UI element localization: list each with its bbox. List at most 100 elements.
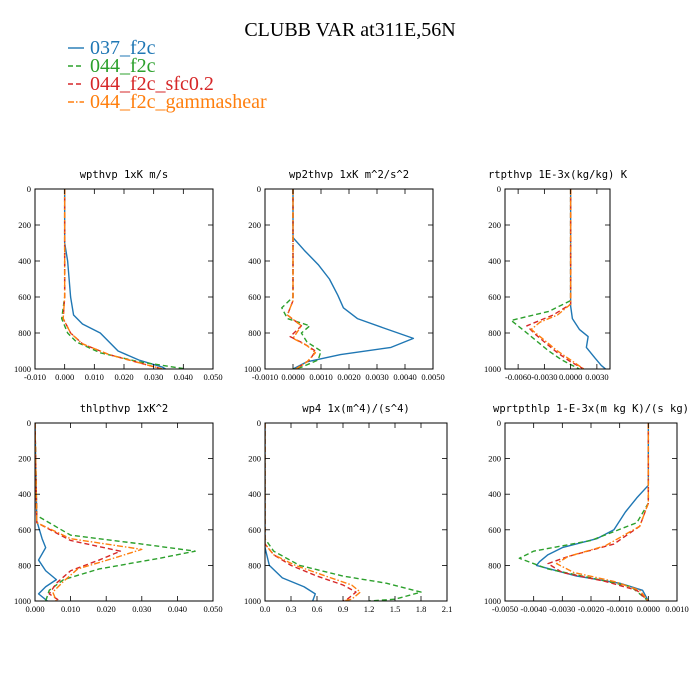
y-tick-label: 1000 bbox=[484, 596, 501, 606]
y-tick-label: 200 bbox=[18, 454, 31, 464]
y-tick-label: 0 bbox=[27, 184, 31, 194]
y-tick-label: 1000 bbox=[244, 596, 261, 606]
y-tick-label: 400 bbox=[488, 256, 501, 266]
y-tick-label: 200 bbox=[488, 454, 501, 464]
panels: wpthvp 1xK m/s-0.010 0.000 0.010 0.020 0.030… bbox=[14, 169, 689, 614]
series-line bbox=[530, 189, 585, 369]
series-line bbox=[35, 423, 58, 601]
y-tick-label: 400 bbox=[488, 489, 501, 499]
x-tick-label: 0.040 bbox=[168, 604, 187, 614]
y-tick-label: 800 bbox=[248, 560, 261, 570]
y-tick-label: 800 bbox=[488, 560, 501, 570]
plot-frame bbox=[34, 422, 214, 602]
chart-panel: wpthvp 1xK m/s -0.010 0.000 0.010 0.020 0.030… bbox=[14, 169, 223, 382]
y-tick-label: 1000 bbox=[14, 364, 31, 374]
legend-item: 037_f2c bbox=[68, 37, 156, 59]
x-tick-label: -0.0050 bbox=[492, 604, 518, 614]
series-line bbox=[292, 189, 415, 369]
x-tick-label: 0.0030 bbox=[365, 372, 388, 382]
panel-title: thlpthvp 1xK^2 bbox=[80, 403, 169, 415]
y-tick-label: 200 bbox=[248, 454, 261, 464]
x-tick-label: 0.3 bbox=[286, 604, 297, 614]
y-tick-label: 1000 bbox=[244, 364, 261, 374]
y-tick-label: 600 bbox=[488, 525, 501, 535]
legend-item: 044_f2c_sfc0.2 bbox=[68, 73, 214, 95]
legend-label: 044_f2c_gammashear bbox=[90, 91, 267, 113]
x-tick-label: 0.0030 bbox=[585, 372, 608, 382]
y-tick-label: 200 bbox=[248, 220, 261, 230]
y-tick-label: 1000 bbox=[14, 596, 31, 606]
plot-frame bbox=[34, 188, 214, 370]
y-tick-label: 200 bbox=[18, 220, 31, 230]
x-tick-label: 0.000 bbox=[55, 372, 74, 382]
figure-title: CLUBB VAR at311E,56N bbox=[244, 19, 455, 41]
x-tick-label: 0.020 bbox=[97, 604, 116, 614]
x-tick-label: 0.050 bbox=[203, 372, 222, 382]
series-line bbox=[265, 423, 316, 601]
series-line bbox=[35, 423, 196, 601]
x-tick-label: -0.0040 bbox=[521, 604, 547, 614]
series-line bbox=[555, 423, 650, 601]
x-tick-label: 0.0010 bbox=[665, 604, 688, 614]
panel-title: wp2thvp 1xK m^2/s^2 bbox=[289, 169, 409, 181]
legend-label: 044_f2c bbox=[90, 55, 156, 77]
series-line bbox=[535, 423, 650, 601]
x-tick-label: 0.0040 bbox=[393, 372, 416, 382]
series-line bbox=[35, 423, 122, 601]
chart-panel: wp4 1x(m^4)/(s^4) 0.0 0.3 0.6 0.9 1.2 1.5 1.8 2.… bbox=[244, 403, 452, 614]
x-tick-label: 0.0000 bbox=[637, 604, 660, 614]
x-tick-label: 0.050 bbox=[203, 604, 222, 614]
x-tick-label: -0.0030 bbox=[531, 372, 557, 382]
y-tick-label: 600 bbox=[248, 292, 261, 302]
series-line bbox=[63, 189, 166, 369]
legend-item: 044_f2c bbox=[68, 55, 156, 77]
y-tick-label: 1000 bbox=[484, 364, 501, 374]
y-tick-label: 400 bbox=[248, 489, 261, 499]
panel-title: wpthvp 1xK m/s bbox=[80, 169, 169, 181]
series-line bbox=[286, 189, 317, 369]
y-tick-label: 600 bbox=[18, 525, 31, 535]
plot-frame bbox=[264, 422, 448, 602]
x-tick-label: -0.0020 bbox=[578, 604, 604, 614]
x-tick-label: 0.0050 bbox=[421, 372, 444, 382]
y-tick-label: 400 bbox=[248, 256, 261, 266]
y-tick-label: 200 bbox=[488, 220, 501, 230]
x-tick-label: 0.6 bbox=[312, 604, 323, 614]
plot-frame bbox=[504, 422, 678, 602]
plot-frame bbox=[504, 188, 611, 370]
series-line bbox=[286, 189, 317, 369]
x-tick-label: 2.1 bbox=[442, 604, 453, 614]
y-tick-label: 0 bbox=[257, 184, 261, 194]
y-tick-label: 600 bbox=[18, 292, 31, 302]
y-tick-label: 600 bbox=[248, 525, 261, 535]
series-line bbox=[281, 189, 322, 369]
y-tick-label: 0 bbox=[497, 418, 501, 428]
x-tick-label: -0.0060 bbox=[505, 372, 531, 382]
y-tick-label: 0 bbox=[27, 418, 31, 428]
series-line bbox=[61, 189, 187, 369]
x-tick-label: 0.0010 bbox=[309, 372, 332, 382]
chart-panel: rtpthvp 1E-3x(kg/kg) K-0.0060 -0.0030 0.00… bbox=[484, 169, 628, 382]
legend-label: 037_f2c bbox=[90, 37, 156, 59]
series-line bbox=[518, 423, 650, 601]
x-tick-label: -0.0030 bbox=[549, 604, 575, 614]
legend-label: 044_f2c_sfc0.2 bbox=[90, 73, 214, 95]
series-line bbox=[526, 189, 585, 369]
y-tick-label: 400 bbox=[18, 256, 31, 266]
y-tick-label: 400 bbox=[18, 489, 31, 499]
x-tick-label: -0.0010 bbox=[252, 372, 278, 382]
x-tick-label: 0.0000 bbox=[559, 372, 582, 382]
x-tick-label: 1.5 bbox=[390, 604, 401, 614]
series-line bbox=[62, 189, 163, 369]
panel-title: wprtpthlp 1-E-3x(m kg K)/(s kg) bbox=[493, 403, 689, 415]
y-tick-label: 0 bbox=[257, 418, 261, 428]
x-tick-label: 0.030 bbox=[144, 372, 163, 382]
panel-title: wp4 1x(m^4)/(s^4) bbox=[302, 403, 409, 415]
y-tick-label: 800 bbox=[18, 328, 31, 338]
legend: 037_f2c044_f2c044_f2c_sfc0.2044_f2c_gamm… bbox=[68, 37, 267, 113]
series-line bbox=[547, 423, 650, 601]
x-tick-label: 0.010 bbox=[85, 372, 104, 382]
y-tick-label: 800 bbox=[18, 560, 31, 570]
series-line bbox=[35, 423, 143, 601]
